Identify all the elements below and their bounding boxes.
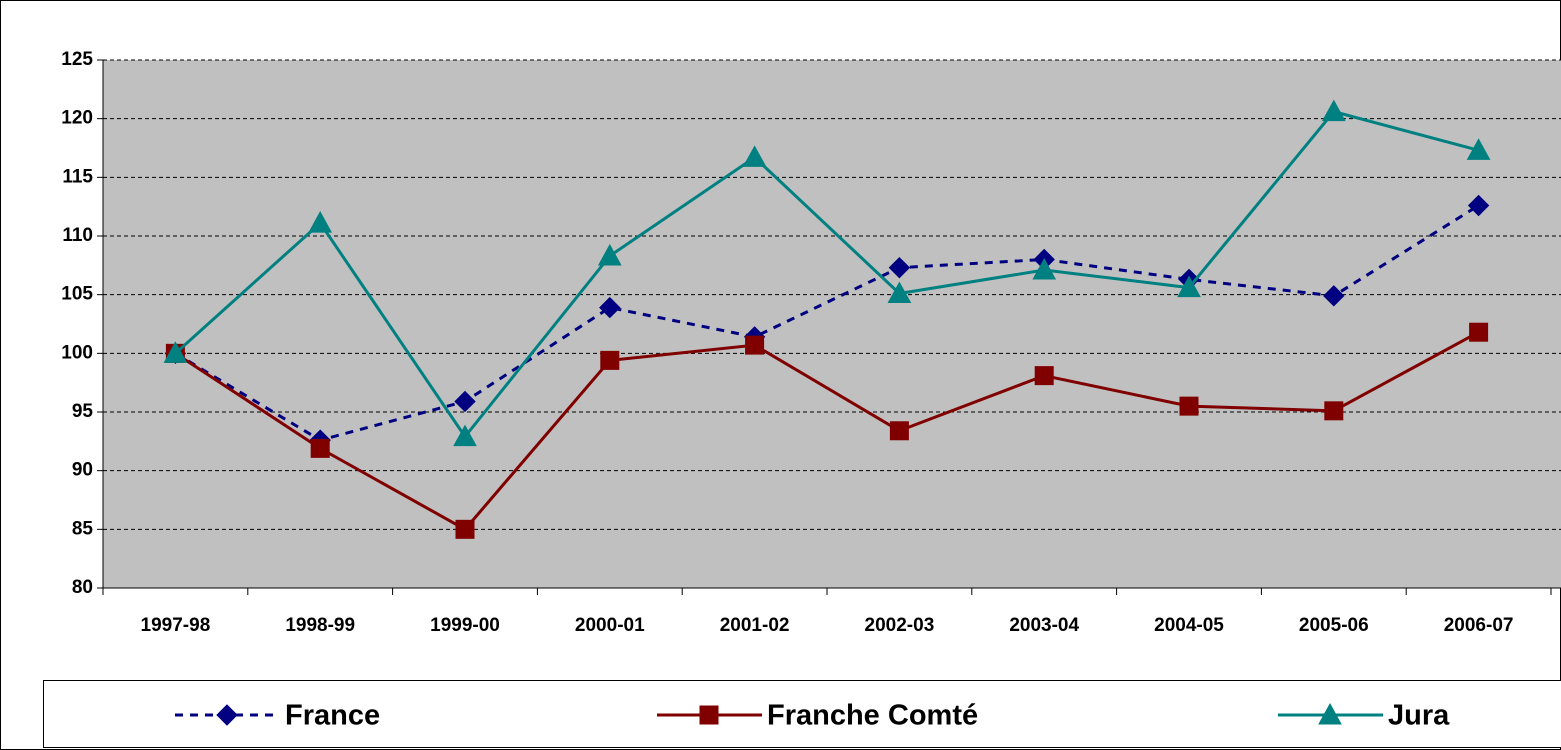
- marker: [600, 350, 620, 370]
- x-tick-label: 1997-98: [141, 615, 211, 636]
- marker: [455, 519, 475, 539]
- y-tick-label: 125: [61, 49, 93, 70]
- marker: [1467, 194, 1490, 217]
- x-tick-label: 1998-99: [285, 615, 355, 636]
- legend-marker: [216, 704, 238, 726]
- marker: [308, 211, 333, 233]
- legend-marker: [1318, 702, 1342, 725]
- y-tick-label: 120: [61, 108, 93, 129]
- marker: [889, 421, 909, 441]
- x-tick-label: 2000-01: [575, 615, 645, 636]
- marker: [742, 145, 767, 167]
- marker: [1324, 401, 1344, 421]
- marker: [599, 296, 621, 319]
- y-tick-label: 90: [72, 460, 93, 481]
- plot-area: [103, 60, 1561, 588]
- series-line: [174, 330, 1480, 532]
- marker: [1321, 99, 1346, 122]
- series-line: [174, 204, 1480, 442]
- marker: [888, 256, 911, 279]
- marker: [1179, 396, 1199, 416]
- legend-label: France: [285, 700, 380, 732]
- x-tick-label: 1999-00: [430, 615, 500, 636]
- marker: [1032, 257, 1057, 280]
- legend-label: Jura: [1388, 700, 1450, 732]
- marker: [310, 438, 330, 458]
- y-tick-label: 105: [61, 284, 93, 305]
- marker: [454, 390, 476, 413]
- x-tick-label: 2005-06: [1299, 615, 1369, 636]
- marker: [453, 424, 477, 447]
- marker: [1034, 366, 1054, 386]
- y-tick-label: 95: [72, 401, 94, 422]
- x-tick-label: 2003-04: [1009, 615, 1079, 636]
- y-tick-label: 110: [62, 225, 93, 246]
- marker: [1323, 285, 1345, 307]
- marker: [1177, 275, 1201, 298]
- y-tick-label: 85: [72, 518, 94, 539]
- legend-marker: [699, 705, 719, 725]
- marker: [887, 281, 912, 303]
- marker: [163, 341, 188, 363]
- y-tick-label: 100: [61, 342, 93, 363]
- series-line: [174, 109, 1479, 440]
- marker: [597, 243, 622, 266]
- marker: [745, 335, 765, 355]
- x-tick-label: 2004-05: [1154, 615, 1224, 636]
- y-tick-label: 115: [62, 166, 93, 187]
- legend-label: Franche Comté: [767, 700, 978, 732]
- x-tick-label: 2002-03: [865, 615, 935, 636]
- marker: [1469, 322, 1489, 342]
- y-tick-label: 80: [72, 577, 93, 598]
- marker: [1466, 138, 1491, 160]
- x-tick-label: 2006-07: [1444, 615, 1514, 636]
- x-tick-label: 2001-02: [720, 615, 790, 636]
